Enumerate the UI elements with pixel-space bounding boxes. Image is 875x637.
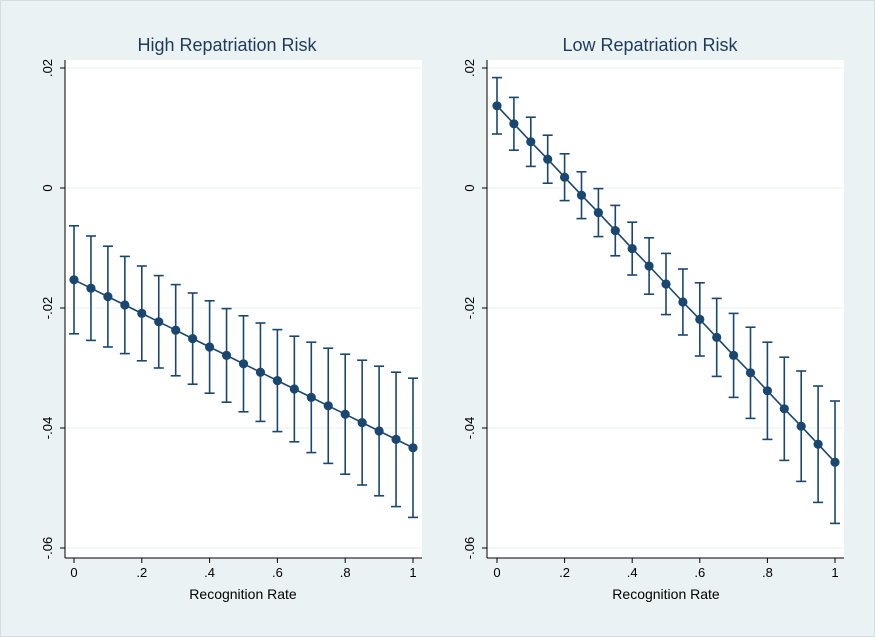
x-tick-label: .4 bbox=[627, 565, 638, 580]
panel-high-repatriation-risk: High Repatriation Risk -.06 -.04 -.02 0 .02 0.… bbox=[40, 35, 422, 602]
point-estimate-marker bbox=[593, 208, 604, 218]
x-tick-label: .8 bbox=[340, 565, 351, 580]
x-tick-label: .2 bbox=[559, 565, 570, 580]
point-estimate-marker bbox=[627, 244, 637, 254]
x-tick-label: .6 bbox=[272, 565, 283, 580]
point-estimate-marker bbox=[408, 443, 418, 453]
point-estimate-marker bbox=[120, 300, 130, 310]
x-tick-label: 0 bbox=[493, 565, 500, 580]
point-estimate-marker bbox=[69, 275, 79, 285]
point-estimate-marker bbox=[796, 421, 806, 431]
x-axis-title: Recognition Rate bbox=[612, 586, 720, 602]
point-estimate-marker bbox=[745, 368, 756, 378]
point-estimate-marker bbox=[255, 367, 266, 377]
y-tick-label: -.04 bbox=[462, 417, 477, 439]
x-tick-label: 0 bbox=[70, 565, 77, 580]
point-estimate-marker bbox=[205, 342, 215, 352]
point-estimate-marker bbox=[543, 154, 553, 164]
point-estimate-marker bbox=[391, 434, 401, 444]
panel-title: High Repatriation Risk bbox=[137, 35, 317, 55]
y-tick-label: -.02 bbox=[462, 297, 477, 319]
point-estimate-marker bbox=[323, 401, 333, 411]
point-estimate-marker bbox=[644, 261, 654, 271]
point-estimate-marker bbox=[779, 404, 789, 414]
y-tick-label: .02 bbox=[462, 59, 477, 77]
point-estimate-marker bbox=[137, 308, 147, 318]
point-estimate-marker bbox=[610, 226, 620, 236]
point-estimate-marker bbox=[813, 439, 823, 449]
y-tick-label: -.06 bbox=[40, 537, 55, 559]
x-tick-label: .8 bbox=[762, 565, 773, 580]
panel-low-repatriation-risk: Low Repatriation Risk -.06 -.04 -.02 0 .02 0 .2… bbox=[462, 35, 844, 602]
point-estimate-marker bbox=[86, 283, 96, 293]
point-estimate-marker bbox=[221, 350, 232, 360]
point-estimate-marker bbox=[154, 317, 164, 327]
point-estimate-marker bbox=[661, 279, 671, 289]
x-axis-title: Recognition Rate bbox=[189, 586, 297, 602]
x-tick-label: 1 bbox=[409, 565, 416, 580]
x-tick-label: 1 bbox=[831, 565, 838, 580]
point-estimate-marker bbox=[238, 359, 249, 369]
y-tick-label: -.02 bbox=[40, 297, 55, 319]
point-estimate-marker bbox=[576, 190, 587, 200]
point-estimate-marker bbox=[560, 172, 570, 182]
y-tick-label: .02 bbox=[40, 59, 55, 77]
point-estimate-marker bbox=[289, 384, 299, 394]
y-tick-label: 0 bbox=[462, 184, 477, 191]
point-estimate-marker bbox=[306, 392, 316, 402]
point-estimate-marker bbox=[729, 350, 739, 360]
point-estimate-marker bbox=[712, 332, 722, 342]
point-estimate-marker bbox=[830, 457, 840, 467]
point-estimate-marker bbox=[492, 101, 502, 111]
point-estimate-marker bbox=[103, 292, 113, 302]
panel-title: Low Repatriation Risk bbox=[562, 35, 738, 55]
y-tick-label: 0 bbox=[40, 184, 55, 191]
point-estimate-marker bbox=[678, 297, 688, 307]
x-tick-label: .4 bbox=[204, 565, 215, 580]
point-estimate-marker bbox=[340, 409, 350, 419]
point-estimate-marker bbox=[526, 137, 536, 147]
y-tick-label: -.06 bbox=[462, 537, 477, 559]
point-estimate-marker bbox=[171, 325, 181, 335]
point-estimate-marker bbox=[509, 119, 519, 129]
x-tick-label: .6 bbox=[694, 565, 705, 580]
point-estimate-marker bbox=[272, 376, 282, 386]
plot-area bbox=[65, 60, 422, 558]
point-estimate-marker bbox=[695, 314, 705, 324]
point-estimate-marker bbox=[762, 386, 773, 396]
point-estimate-marker bbox=[374, 426, 384, 436]
y-tick-label: -.04 bbox=[40, 417, 55, 439]
point-estimate-marker bbox=[188, 334, 198, 344]
point-estimate-marker bbox=[357, 418, 367, 428]
x-tick-label: .2 bbox=[136, 565, 147, 580]
